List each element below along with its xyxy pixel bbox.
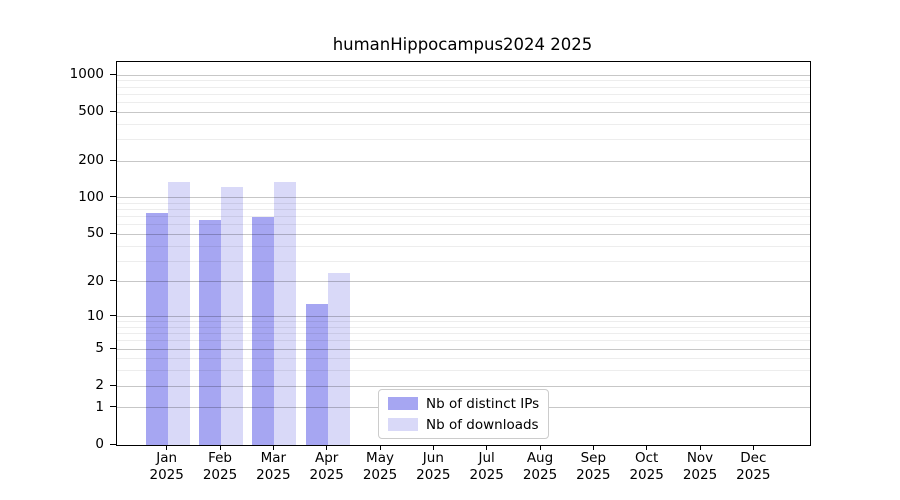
y-tick-label: 50	[86, 225, 104, 242]
x-tick-month-text: Apr	[315, 450, 339, 466]
y-tick-mark	[110, 110, 117, 112]
legend: Nb of distinct IPs Nb of downloads	[378, 389, 550, 439]
x-tick-month-label: Oct 2025	[615, 450, 679, 483]
y-tick-label: 1000	[69, 66, 104, 83]
x-tick-month-text: Feb	[208, 450, 232, 466]
y-tick-label: 500	[78, 103, 104, 120]
x-tick-month-label: Mar 2025	[241, 450, 305, 483]
x-tick-month-text: Oct	[634, 450, 659, 466]
y-tick-label: 1	[95, 398, 104, 415]
bar-distinct-ips	[252, 216, 275, 445]
legend-label-distinct-ips: Nb of distinct IPs	[426, 395, 540, 412]
x-tick-mark	[272, 445, 274, 450]
x-tick-month-text: Dec	[740, 450, 767, 466]
x-tick-month-text: Nov	[686, 450, 714, 466]
x-tick-mark	[432, 445, 434, 450]
x-tick-month-label: Sep 2025	[561, 450, 625, 483]
x-tick-month-label: Apr 2025	[295, 450, 359, 483]
x-tick-year-text: 2025	[736, 466, 771, 483]
bar-distinct-ips	[305, 303, 328, 445]
x-tick-month-text: Mar	[260, 450, 287, 466]
bar-downloads	[221, 186, 244, 445]
y-tick-mark	[110, 347, 117, 349]
bar-downloads	[327, 272, 350, 445]
x-tick-mark	[326, 445, 328, 450]
x-tick-year-text: 2025	[202, 466, 238, 483]
x-tick-month-text: Aug	[526, 450, 554, 466]
bars-layer	[117, 62, 810, 445]
x-tick-month-label: Aug 2025	[508, 450, 572, 483]
legend-label-downloads: Nb of downloads	[426, 416, 539, 433]
y-tick-mark	[110, 280, 117, 282]
x-tick-mark	[699, 445, 701, 450]
bar-downloads	[167, 181, 190, 445]
x-tick-mark	[166, 445, 168, 450]
legend-entry-distinct-ips: Nb of distinct IPs	[388, 395, 539, 412]
y-tick-mark	[110, 232, 117, 234]
legend-swatch-downloads	[388, 418, 418, 431]
x-tick-mark	[592, 445, 594, 450]
y-tick-label: 2	[95, 377, 104, 394]
legend-swatch-distinct-ips	[388, 397, 418, 410]
x-tick-month-text: Sep	[580, 450, 607, 466]
x-tick-mark	[379, 445, 381, 450]
y-tick-mark	[110, 159, 117, 161]
x-tick-month-label: Jan 2025	[135, 450, 199, 483]
x-tick-year-text: 2025	[362, 466, 398, 483]
y-tick-label: 5	[95, 340, 104, 357]
y-tick-mark	[110, 315, 117, 317]
y-tick-label: 0	[95, 436, 104, 452]
legend-entry-downloads: Nb of downloads	[388, 416, 539, 433]
y-tick-mark	[110, 384, 117, 386]
x-tick-month-text: Jun	[422, 450, 444, 466]
x-tick-mark	[752, 445, 754, 450]
x-tick-mark	[539, 445, 541, 450]
y-tick-label: 10	[86, 307, 104, 324]
x-tick-month-text: Jul	[478, 450, 495, 466]
x-tick-month-label: Nov 2025	[668, 450, 732, 483]
x-tick-mark	[219, 445, 221, 450]
x-tick-month-label: Jun 2025	[401, 450, 465, 483]
y-tick-label: 100	[78, 188, 104, 205]
x-tick-mark	[486, 445, 488, 450]
x-tick-month-text: May	[366, 450, 394, 466]
y-tick-mark	[110, 443, 117, 445]
x-tick-mark	[646, 445, 648, 450]
bar-distinct-ips	[199, 219, 222, 445]
x-tick-month-label: Dec 2025	[721, 450, 785, 483]
x-tick-year-text: 2025	[469, 466, 504, 483]
y-tick-mark	[110, 73, 117, 75]
y-tick-mark	[110, 196, 117, 198]
x-tick-year-text: 2025	[309, 466, 344, 483]
x-tick-month-text: Jan	[156, 450, 178, 466]
x-tick-year-text: 2025	[629, 466, 664, 483]
y-tick-label: 20	[86, 272, 104, 289]
x-tick-year-text: 2025	[682, 466, 718, 483]
chart-title: humanHippocampus2024 2025	[332, 35, 593, 54]
x-tick-year-text: 2025	[522, 466, 558, 483]
x-tick-year-text: 2025	[416, 466, 451, 483]
y-tick-mark	[110, 406, 117, 408]
x-tick-month-label: May 2025	[348, 450, 412, 483]
y-tick-label: 200	[78, 152, 104, 169]
x-tick-month-label: Feb 2025	[188, 450, 252, 483]
x-tick-year-text: 2025	[576, 466, 611, 483]
bar-downloads	[274, 181, 297, 445]
bar-distinct-ips	[145, 213, 168, 445]
x-tick-year-text: 2025	[256, 466, 291, 483]
x-tick-year-text: 2025	[149, 466, 184, 483]
x-tick-month-label: Jul 2025	[455, 450, 519, 483]
